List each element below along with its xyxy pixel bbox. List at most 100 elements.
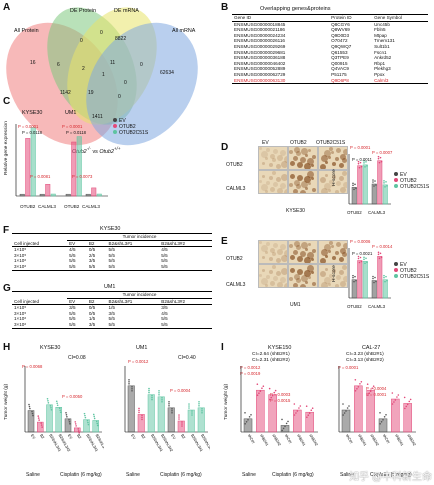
table-cell: P51175 [331, 71, 347, 77]
data-point [96, 422, 98, 425]
data-point [380, 256, 383, 259]
data-point [171, 412, 173, 414]
data-point [355, 187, 357, 190]
data-point [281, 429, 283, 432]
table-cell: 1×10⁵ [14, 305, 27, 311]
data-point [49, 404, 52, 407]
data-point [348, 405, 350, 407]
bar [25, 138, 31, 197]
data-point [307, 414, 310, 416]
data-point [178, 418, 180, 420]
table-cell: Plekhg3 [374, 66, 391, 72]
data-point [391, 403, 394, 405]
table-cell: 5/5 [106, 263, 160, 271]
data-point [151, 398, 153, 401]
data-point [37, 417, 40, 419]
data-point [360, 260, 363, 263]
data-point [372, 181, 374, 183]
data-point [84, 414, 86, 417]
data-point [191, 412, 193, 414]
x-tick-label: shCtrl [345, 434, 353, 445]
x-tick-label: shB2#2 [309, 434, 319, 447]
table-cell: Q9QWQ7 [331, 43, 352, 49]
x-tick-label: shB2#1 [357, 434, 367, 447]
panel-i-letter: I [221, 342, 224, 353]
data-point [378, 161, 381, 164]
table-cell: 5/5 [69, 310, 76, 316]
data-point [181, 423, 183, 425]
data-point [375, 280, 377, 283]
data-point [171, 410, 173, 412]
table-cell: 3/5 [108, 310, 115, 316]
ihc-image [258, 240, 288, 264]
table-cell: ENSMUSG00000021186 [234, 27, 285, 33]
venn-count: 0 [124, 80, 127, 86]
panel-f-letter: F [3, 225, 10, 236]
table-col-header: B2&shL3#1 [106, 298, 160, 306]
data-point [379, 423, 381, 425]
bar [147, 394, 155, 433]
table-header-row: EV B2 B2&shL3#1 B2&shL3#2 [12, 298, 212, 306]
table-row: ENSMUSG00000062729 P51175 Ppox [232, 72, 428, 78]
i-pval: P = 0.0003 [270, 392, 291, 397]
data-point [385, 275, 387, 278]
x-tick-label: B2&shL3#2 [95, 434, 104, 453]
table-cell: 5/5 [161, 252, 168, 258]
table-cell: 5/5 [67, 321, 87, 329]
bar [391, 398, 400, 433]
panel-a-letter: A [3, 2, 11, 13]
table-cell: ENSMUSG00000024234 [234, 32, 286, 38]
venn-diagram [6, 7, 198, 146]
table-cell: 4/5 [69, 247, 76, 253]
table-cell: 3×10⁵ [14, 252, 27, 258]
bar [382, 184, 388, 205]
ihc-image [318, 240, 348, 264]
data-point [342, 414, 344, 416]
g-title: UM1 [104, 284, 116, 290]
table-row: ENSMUSG00000063130 Q9D6P8 Calml3 [232, 77, 428, 85]
ihc-image [318, 264, 348, 288]
col-protein-id: Protein ID [329, 14, 373, 22]
data-point [386, 279, 388, 282]
bar [45, 184, 51, 197]
data-point [201, 412, 203, 414]
data-point [148, 391, 150, 394]
table-cell: 1/5 [108, 305, 115, 311]
panel-e-letter: E [221, 236, 228, 247]
table-cell: Mtpap [374, 32, 387, 38]
table-col-header: B2 [86, 240, 107, 248]
data-point [311, 407, 314, 409]
data-point [161, 399, 163, 401]
data-point [269, 398, 271, 401]
table-cell: Q61553 [331, 49, 348, 55]
data-point [148, 387, 150, 390]
legend-item: OTUB2 [394, 268, 429, 274]
venn-count: 16 [30, 60, 36, 66]
ihc-image [258, 170, 288, 194]
venn-count: 0 [118, 94, 121, 100]
x-tick-label: EV [170, 434, 176, 441]
table-cell: 3/5 [161, 305, 168, 311]
bar [341, 409, 351, 433]
i-ci: CI=3.13 (shB2#2) [346, 358, 384, 363]
data-point [379, 156, 382, 159]
i-pval: P = 0.0004 [366, 386, 387, 391]
table-row: 1×10⁵ 3/5 0/5 1/5 3/5 [12, 305, 212, 311]
data-point [31, 412, 34, 415]
c-xlabel: CALML3 [82, 204, 100, 209]
data-point [295, 412, 297, 414]
data-point [141, 414, 143, 417]
table-cell: 3/5 [88, 258, 96, 264]
data-point [138, 409, 140, 412]
data-point [168, 405, 170, 407]
bar [19, 193, 25, 197]
table-cell: Tmem131 [374, 38, 395, 44]
data-point [377, 157, 380, 160]
d-xlabel: CALML3 [368, 210, 386, 215]
data-point [404, 407, 406, 410]
data-point [357, 160, 360, 163]
h-ylabel: Tumor weight (g) [4, 383, 9, 420]
table-cell: Rbp1 [374, 60, 386, 66]
d-xlabel: OTUB2 [347, 210, 362, 215]
